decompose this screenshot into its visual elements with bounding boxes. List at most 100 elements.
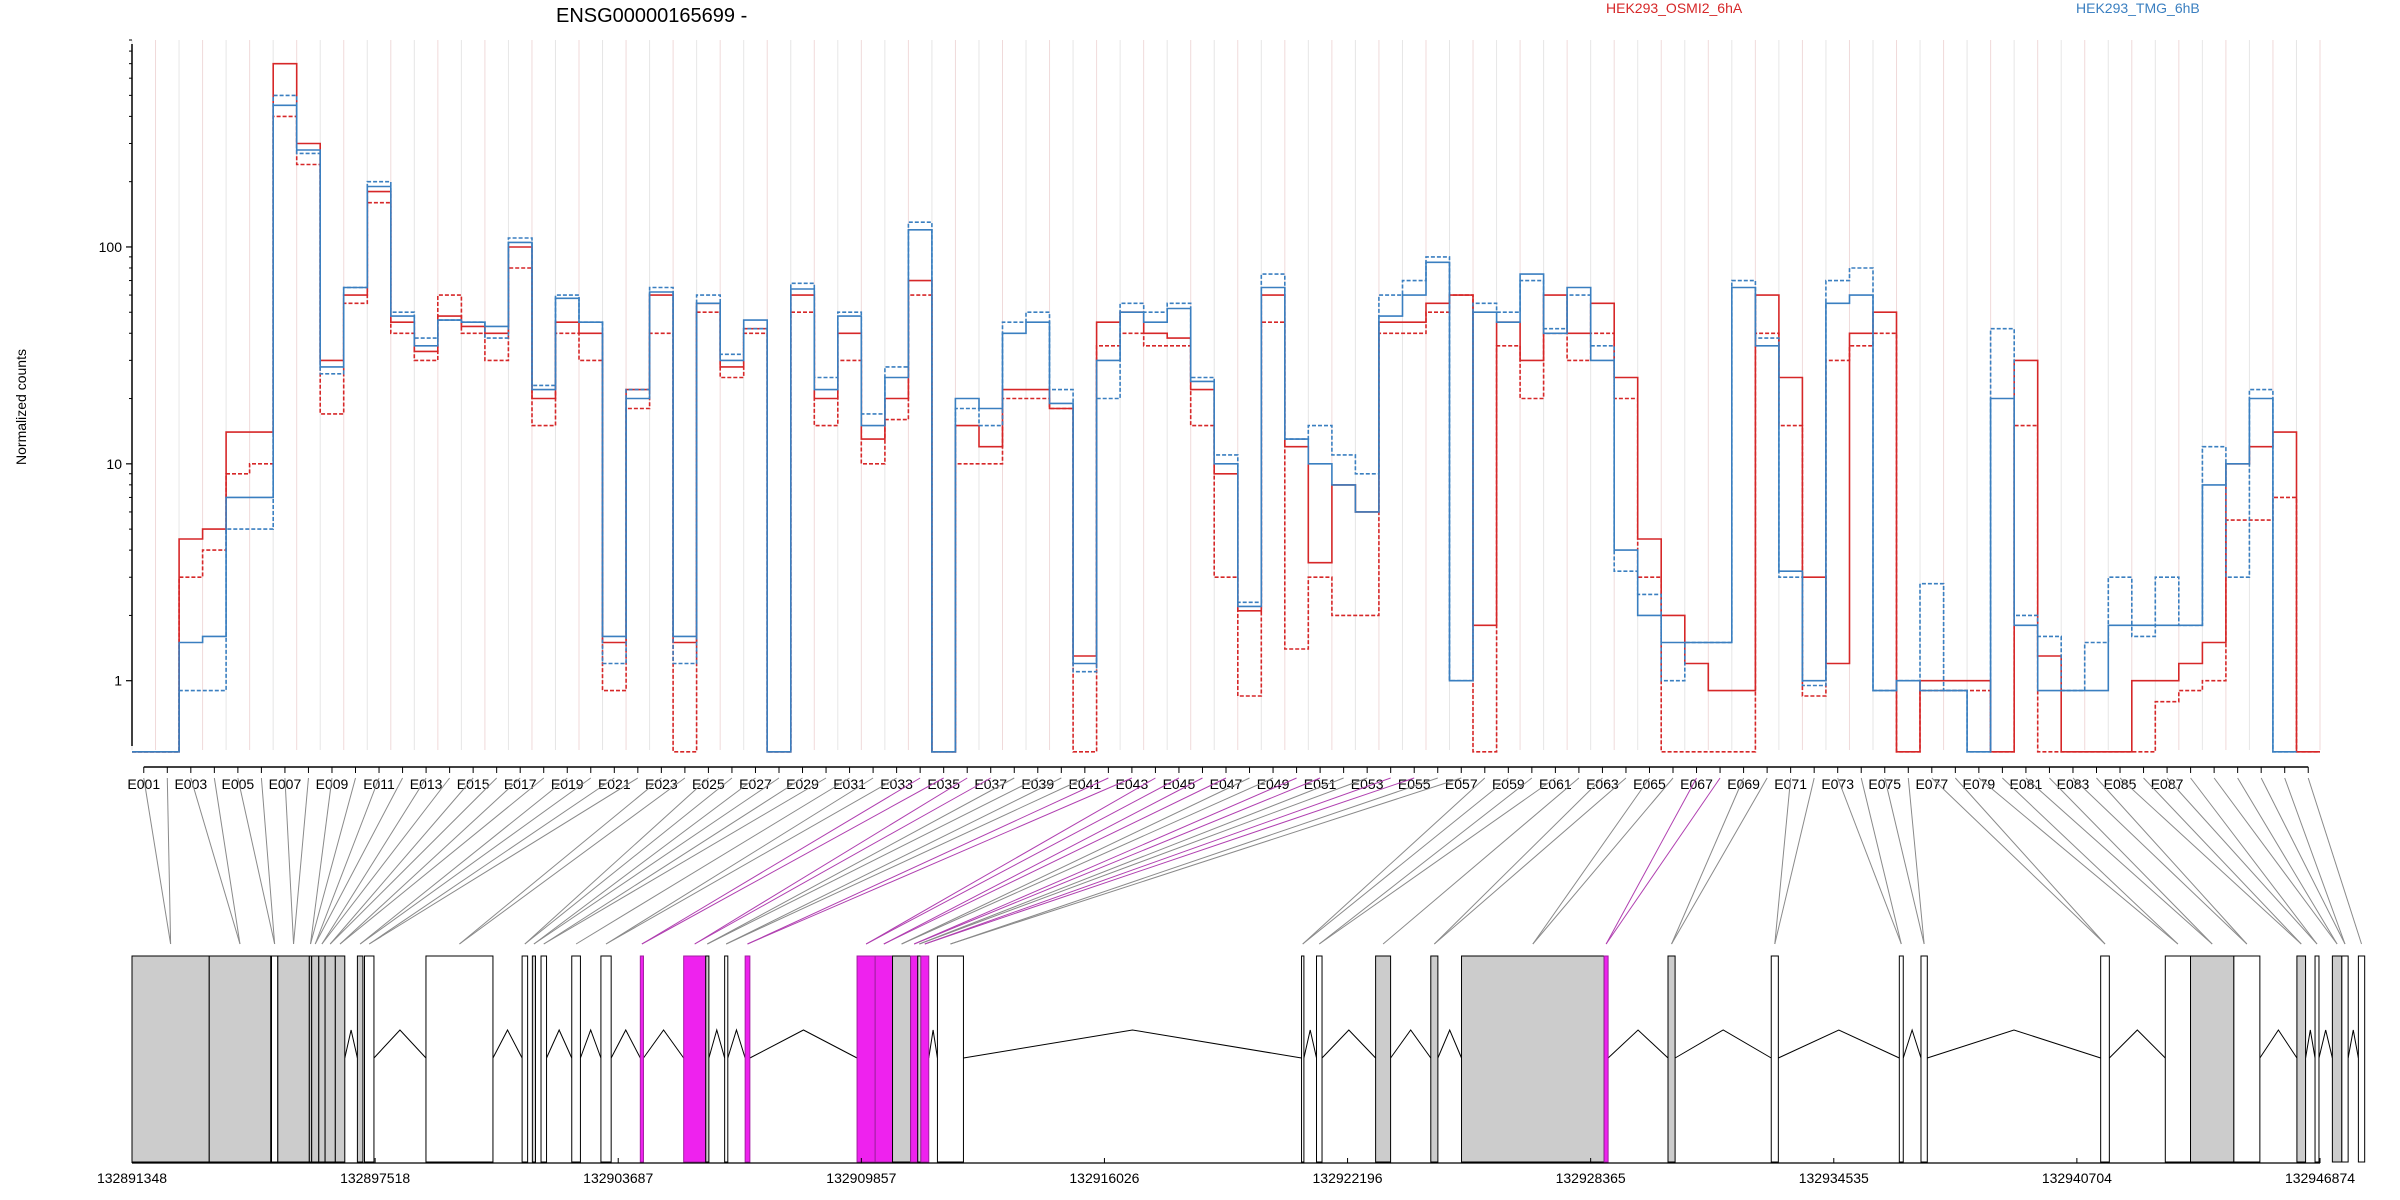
exon-tick-label: E061 [1539,776,1572,792]
intron-line [1390,1029,1432,1059]
connector-line [1931,777,2106,945]
connector-line [913,777,1297,945]
intron-line [643,1029,685,1059]
exon-tick-label: E053 [1351,776,1384,792]
exon-block [311,955,320,1163]
exon-block [600,955,612,1163]
intron-line [546,1028,573,1059]
exon-block [744,955,751,1163]
connector-line [368,777,639,945]
y-tick-label: 100 [99,239,123,255]
connector-line [321,777,451,945]
exon-block [2190,955,2235,1163]
genomic-tick-label: 132928365 [1556,1170,1626,1186]
exon-tick-label: E071 [1774,776,1807,792]
gene-model [131,955,2366,1163]
exon-block [2296,955,2307,1163]
exon-tick-label: E057 [1445,776,1478,792]
connector-line [2260,777,2346,945]
exon-tick-label: E055 [1398,776,1431,792]
connector-line [924,777,1415,945]
connector-line [726,777,1062,945]
intron-line [727,1028,746,1059]
connector-line [883,777,1203,945]
exon-tick-label: E017 [504,776,537,792]
connector-line [2096,777,2248,945]
y-axis: 1 10 100 [99,39,133,746]
connector-line [1954,777,2106,945]
genomic-axis: 132891348 132897518 132903687 132909857 1329… [97,1158,2355,1186]
connector-line [641,777,921,945]
connector-line [1318,777,1533,945]
connector-line [919,777,1344,945]
exon-block [1898,955,1904,1163]
connector-line [237,777,276,945]
connector-line [575,777,850,945]
connector-line [1671,777,1745,945]
exon-tick-label: E013 [410,776,443,792]
exon-block [892,955,912,1163]
genomic-tick-label: 132940704 [2042,1170,2112,1186]
genomic-tick-label: 132916026 [1069,1170,1139,1186]
exon-tick-label: E029 [786,776,819,792]
connector-line [2025,777,2213,945]
exon-tick-label: E009 [316,776,349,792]
exon-tick-label: E021 [598,776,631,792]
connector-line [924,777,1391,945]
intron-line [2259,1029,2298,1059]
exon-tick-label: E019 [551,776,584,792]
connector-line [1884,777,1925,945]
exon-tick-label: E073 [1821,776,1854,792]
connector-line [726,777,1086,945]
connector-line [1978,777,2179,945]
intron-line [963,1029,1302,1059]
exon-block [2341,955,2349,1163]
exon-block [920,955,930,1163]
connector-line [543,777,827,945]
connector-lines [143,777,2363,945]
exon-block [936,955,964,1163]
connector-line [707,777,1015,945]
connector-line [329,777,498,945]
exon-tick-label: E005 [222,776,255,792]
exon-block [1301,955,1305,1163]
connector-line [190,777,241,945]
exon-block [2357,955,2366,1163]
connector-line [359,777,568,945]
connector-line [2237,777,2338,945]
intron-line [708,1028,726,1059]
connector-line [329,777,474,945]
intron-line [1303,1029,1318,1059]
exon-block [2100,955,2110,1163]
intron-line [1437,1028,1462,1059]
connector-line [1434,777,1627,945]
exon-block [2233,955,2261,1163]
exon-tick-label: E051 [1304,776,1337,792]
connector-line [913,777,1321,945]
connector-line [314,777,404,945]
exon-tick-label: E087 [2151,776,2184,792]
exon-block [874,955,894,1163]
exon-block [639,955,644,1163]
connector-line [533,777,780,945]
connector-line [2143,777,2302,945]
exon-block [521,955,529,1163]
connector-line [1774,777,1815,945]
connector-line [1860,777,1902,945]
intron-line [344,1029,358,1059]
intron-line [579,1028,602,1059]
exon-block [856,955,876,1163]
genomic-tick-label: 132946874 [2285,1170,2355,1186]
connector-line [213,777,241,945]
genomic-tick-label: 132897518 [340,1170,410,1186]
connector-line [694,777,968,945]
connector-line [865,777,1156,945]
exon-tick-label: E069 [1727,776,1760,792]
y-tick-label: 1 [114,673,122,689]
exon-tick-label: E037 [974,776,1007,792]
connector-line [950,777,1462,945]
connector-line [865,777,1180,945]
intron-line [610,1028,641,1059]
connector-line [1532,777,1674,945]
